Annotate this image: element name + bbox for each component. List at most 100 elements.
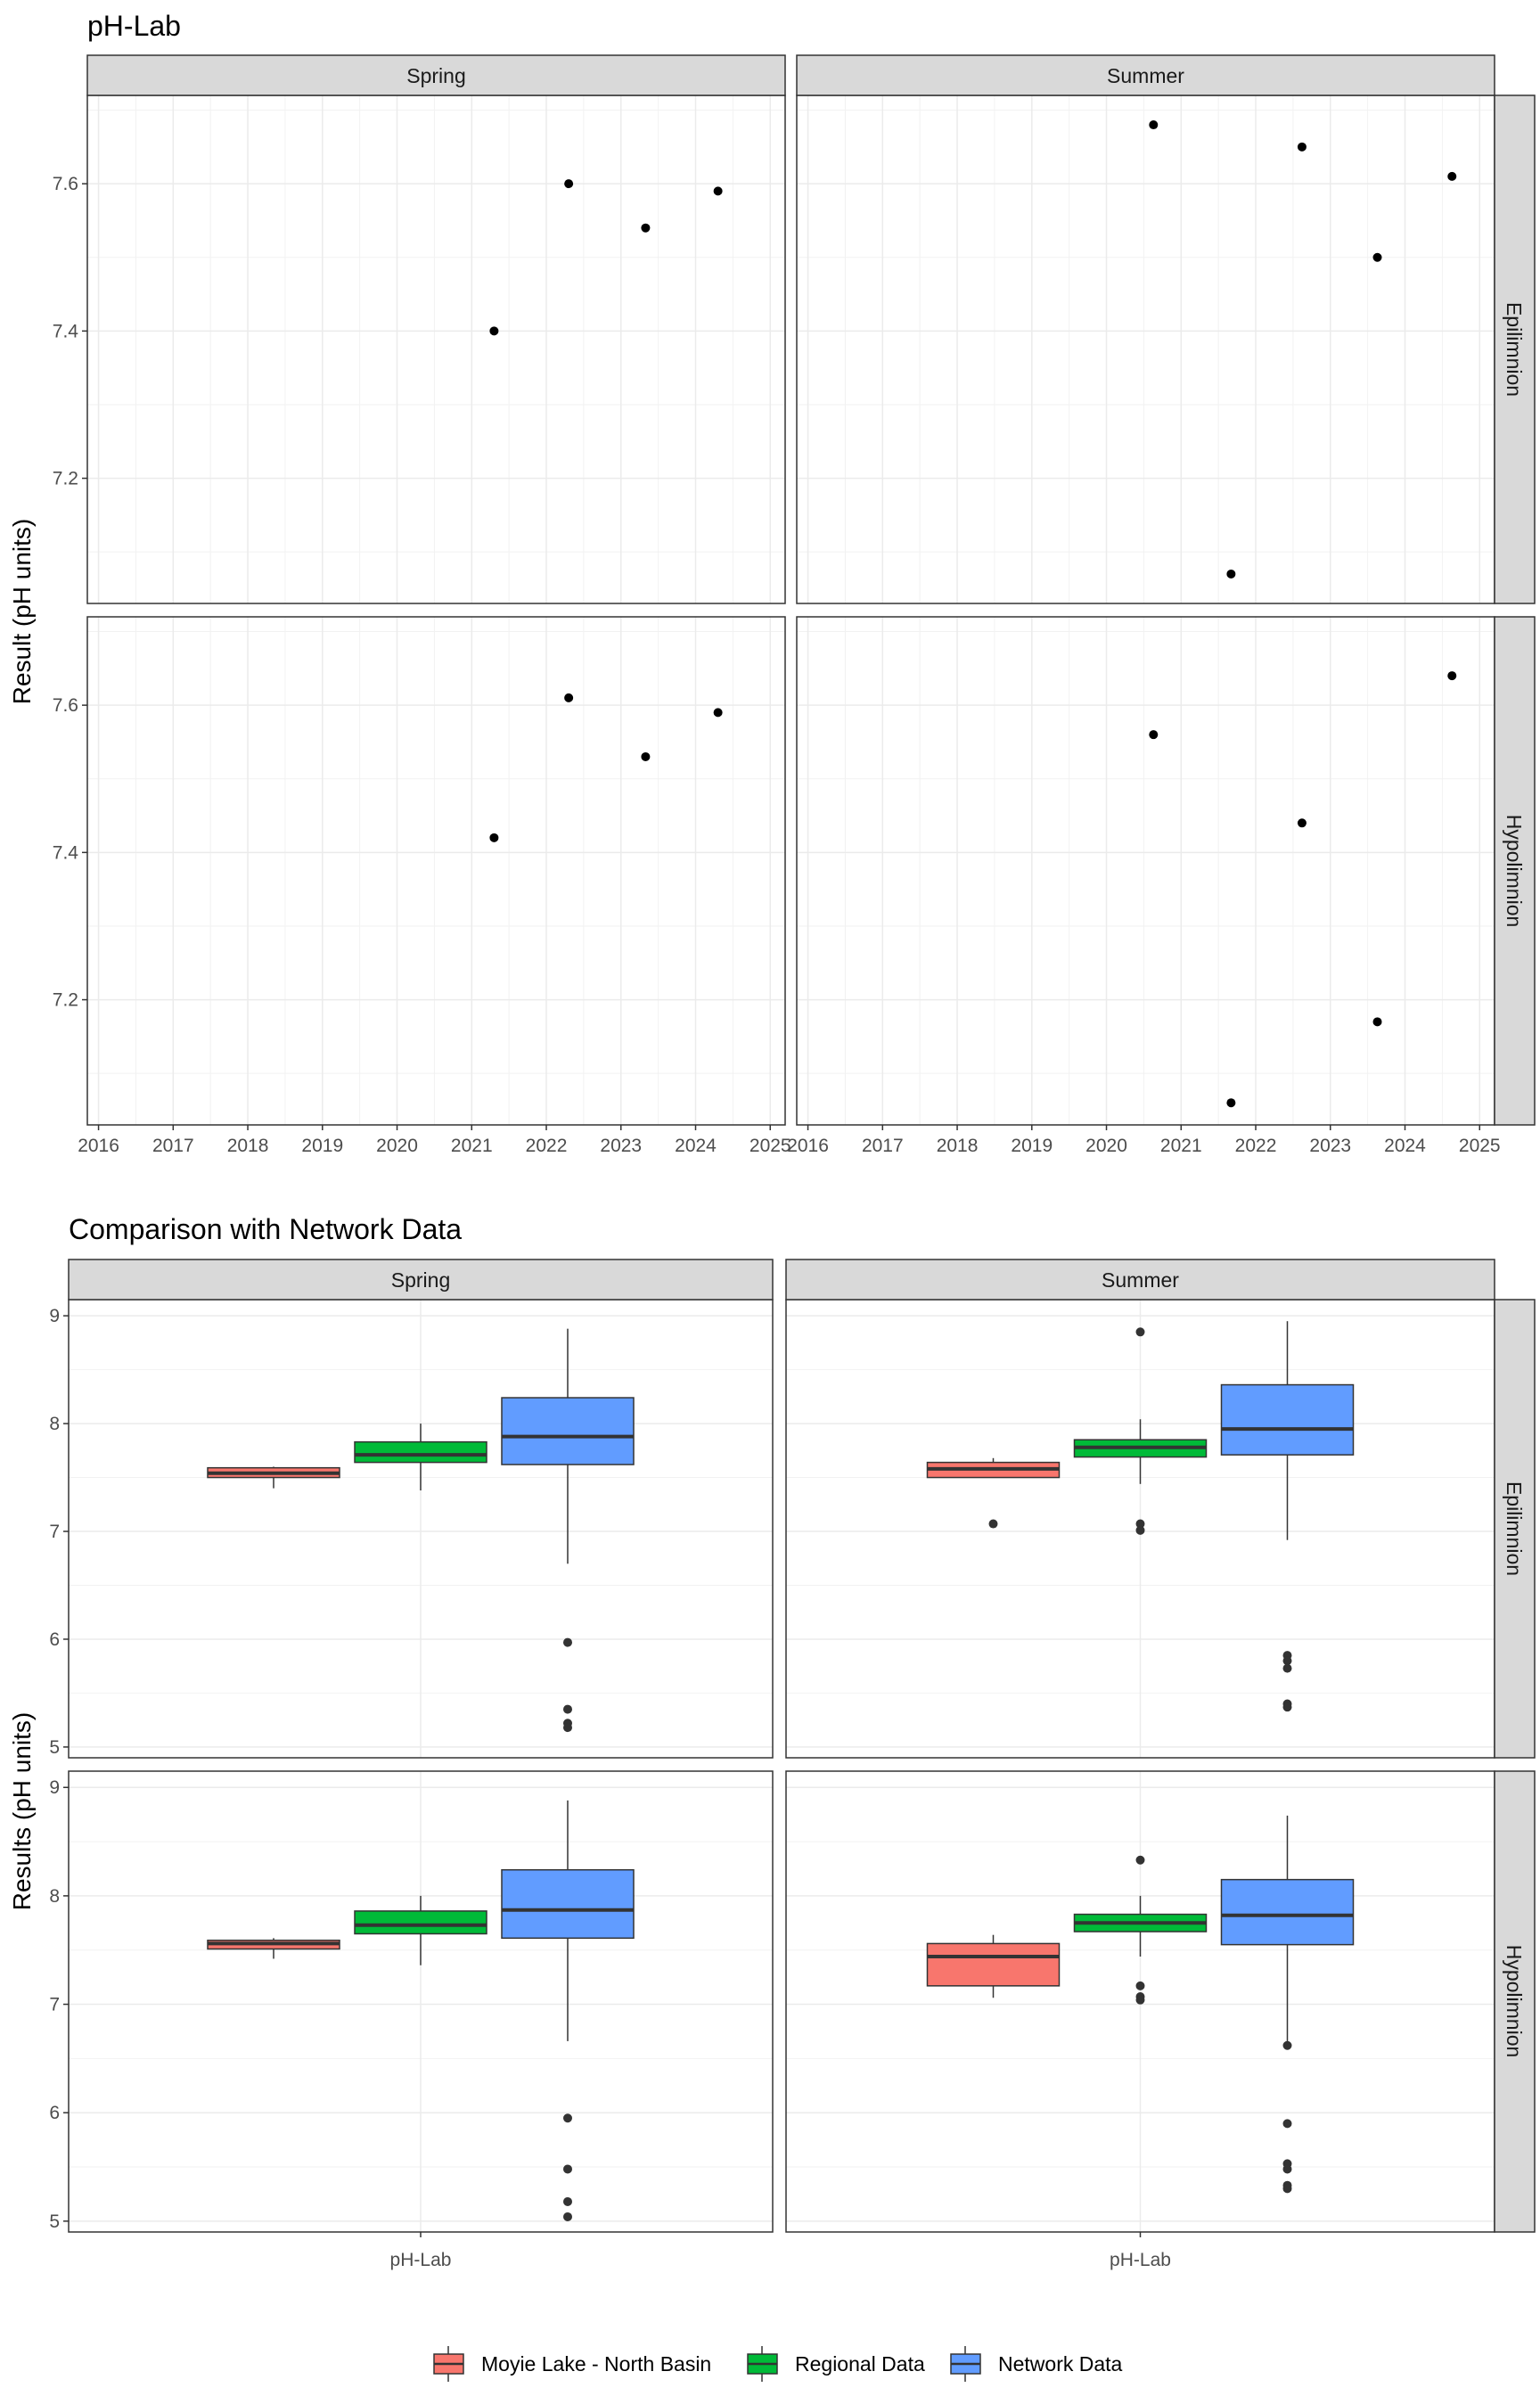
box-outlier: [1282, 1703, 1292, 1712]
legend-label-network-data: Network Data: [998, 2352, 1123, 2375]
y-tick-label: 7.2: [53, 469, 78, 489]
data-point: [1149, 120, 1159, 130]
x-tick-label: 2018: [937, 1136, 979, 1156]
strip-hypolimnion-2: [1494, 1770, 1536, 2233]
scatter-panel-hypolimnion-summer: 2016 2017 2018 2019 2020 2021 2022 2023 2024 2025: [787, 616, 1501, 1156]
x-tick-label: 2016: [78, 1136, 119, 1156]
x-tick-label: 2025: [1459, 1136, 1501, 1156]
boxplot-chart-title: Comparison with Network Data: [69, 1213, 462, 1245]
y-tick-label: 9: [49, 1777, 60, 1798]
box-outlier: [1135, 1519, 1145, 1529]
data-point: [1226, 569, 1236, 578]
y-tick-label: 7.4: [53, 321, 79, 341]
strip-label-epilimnion-2: Epilimnion: [1503, 1481, 1526, 1576]
box-regional-data: [1073, 1327, 1208, 1535]
legend-label-moyie-lake: Moyie Lake - North Basin: [481, 2352, 711, 2375]
data-point: [1447, 671, 1457, 681]
box-moyie-lake-north-basin: [926, 1934, 1061, 1998]
data-point: [489, 326, 499, 336]
x-tick-label: 2020: [376, 1136, 418, 1156]
box-panel-hypolimnion-summer: [785, 1770, 1495, 2237]
y-tick-label: 7.6: [53, 174, 78, 194]
scatter-panel-epilimnion-summer: [796, 94, 1495, 604]
strip-spring: [86, 54, 786, 96]
scatter-chart-y-axis-title: Result (pH units): [8, 519, 36, 705]
x-tick-label: 2021: [451, 1136, 493, 1156]
box-regional-data: [1073, 1855, 1208, 2005]
strip-label-hypolimnion-2: Hypolimnion: [1503, 1945, 1526, 2058]
box-outlier: [563, 2196, 572, 2206]
box-outlier: [563, 2113, 572, 2123]
strip-summer: [796, 54, 1495, 96]
box-iqr: [1220, 1383, 1355, 1456]
box-network-data: [1220, 1815, 1355, 2194]
box-network-data: [501, 1800, 635, 2221]
x-tick-label: 2021: [1160, 1136, 1202, 1156]
x-tick-label: 2023: [1309, 1136, 1351, 1156]
boxplot-strips: Spring Summer Epilimnion Hypolimnion: [68, 1259, 1536, 2233]
box-iqr: [501, 1397, 635, 1465]
box-network-data: [501, 1328, 635, 1733]
box-network-data: [1220, 1321, 1355, 1712]
data-point: [1372, 1017, 1382, 1027]
box-iqr: [926, 1942, 1061, 1987]
box-outlier: [563, 2211, 572, 2221]
y-tick-label: 5: [49, 1737, 60, 1758]
strip-label-spring-2: Spring: [391, 1268, 450, 1292]
x-tick-label: 2022: [526, 1136, 568, 1156]
strip-epilimnion: [1494, 94, 1536, 604]
scatter-chart: pH-Lab Result (pH units) 7.2 7.4 7.6 7.2 7.4…: [8, 10, 1536, 1156]
box-iqr: [1220, 1878, 1355, 1946]
y-tick-label: 8: [49, 1414, 60, 1434]
box-outlier: [988, 1519, 998, 1529]
x-tick-label: 2020: [1085, 1136, 1127, 1156]
data-point: [713, 708, 723, 718]
box-panel-epilimnion-spring: 5 6 7 8 9: [49, 1299, 774, 1759]
strip-label-epilimnion: Epilimnion: [1503, 302, 1526, 397]
y-tick-label: 9: [49, 1306, 60, 1326]
data-point: [1297, 818, 1307, 828]
box-outlier: [1282, 1656, 1292, 1666]
legend: Moyie Lake - North Basin Regional Data N…: [433, 2346, 1123, 2382]
panel-border: [86, 616, 786, 1126]
y-tick-label: 6: [49, 1629, 60, 1650]
box-moyie-lake-north-basin: [207, 1466, 340, 1489]
box-panel-epilimnion-summer: [785, 1299, 1495, 1759]
box-iqr: [354, 1440, 487, 1464]
data-point: [641, 223, 651, 233]
scatter-panel-epilimnion-spring: 7.2 7.4 7.6: [53, 94, 786, 604]
box-regional-data: [354, 1895, 487, 1965]
data-point: [1297, 142, 1307, 152]
y-tick-label: 8: [49, 1886, 60, 1907]
strip-label-hypolimnion: Hypolimnion: [1503, 815, 1526, 928]
box-outlier: [1282, 2184, 1292, 2194]
strip-label-spring: Spring: [406, 64, 465, 87]
box-outlier: [563, 1637, 572, 1647]
x-tick-label-summer: pH-Lab: [1110, 2250, 1171, 2270]
data-point: [1372, 252, 1382, 262]
y-tick-label: 6: [49, 2103, 60, 2123]
data-point: [1226, 1098, 1236, 1108]
data-point: [564, 693, 574, 702]
boxplot-panels: 5 6 7 8 9 5 6 7 8 9: [49, 1299, 1495, 2237]
data-point: [641, 751, 651, 761]
box-outlier: [1282, 1663, 1292, 1673]
legend-label-regional-data: Regional Data: [795, 2352, 925, 2375]
x-tick-label: 2024: [675, 1136, 717, 1156]
strip-summer-2: [785, 1259, 1495, 1301]
data-point: [564, 179, 574, 189]
x-tick-label: 2019: [301, 1136, 343, 1156]
data-point: [489, 833, 499, 842]
data-point: [1447, 171, 1457, 181]
y-tick-label: 7.4: [53, 842, 79, 863]
y-tick-label: 7.2: [53, 990, 78, 1011]
y-tick-label: 5: [49, 2211, 60, 2232]
x-tick-label: 2022: [1235, 1136, 1277, 1156]
legend-item-moyie-lake: Moyie Lake - North Basin: [433, 2346, 711, 2382]
box-outlier: [563, 2164, 572, 2174]
strip-label-summer-2: Summer: [1102, 1268, 1179, 1292]
box-outlier: [1282, 2040, 1292, 2050]
legend-item-regional-data: Regional Data: [747, 2346, 925, 2382]
